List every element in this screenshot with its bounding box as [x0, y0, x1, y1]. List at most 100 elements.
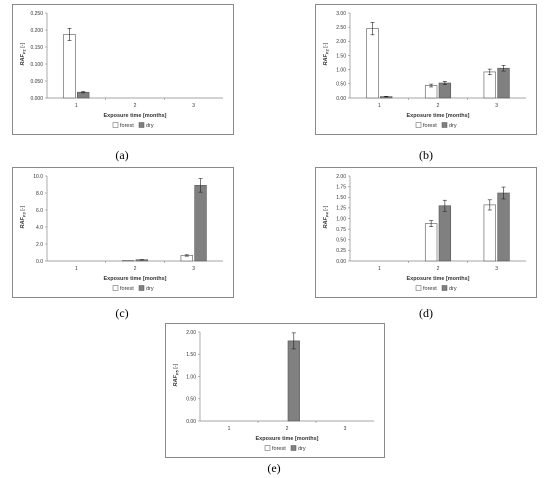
chart-panel-b: 0.00 0.50 1.00 1.50 2.00 2.50 3.00 1 2 3 Exposure … [315, 4, 537, 135]
y-tick-label: 0.100 [30, 62, 43, 68]
y-tick-label: 0.50 [336, 82, 346, 88]
legend-label-forest: forest [423, 123, 437, 129]
panel-caption-b: (b) [419, 148, 433, 162]
legend-swatch-dry [441, 285, 448, 291]
y-axis-label: RAFP1 [-] [20, 42, 27, 65]
chart-svg-e: 0.00 0.50 1.00 1.50 2.00 1 2 3 Exposure time [mo… [173, 330, 374, 452]
y-tick-label: 6.0 [36, 208, 43, 214]
y-axis-label: RAFP3 [-] [20, 205, 27, 228]
y-tick-label: 1.00 [336, 216, 346, 222]
x-tick-label: 2 [286, 426, 289, 432]
chart-panel-d: 0.00 0.25 0.50 0.75 1.00 1.25 1.50 1.75 2.00 1 2 3 E… [315, 167, 537, 298]
y-tick-label: 0.00 [336, 259, 346, 265]
bar-forest-month-3 [483, 204, 496, 262]
panel-caption-a: (a) [115, 148, 129, 162]
y-tick-label: 1.25 [336, 206, 346, 212]
x-tick-label: 2 [437, 103, 440, 109]
y-tick-label: 0.25 [336, 248, 346, 254]
legend-swatch-forest [112, 285, 119, 291]
y-tick-label: 0.75 [336, 227, 346, 233]
x-tick-label: 3 [495, 103, 498, 109]
y-tick-label: 2.00 [336, 39, 346, 45]
legend-swatch-dry [290, 445, 297, 451]
y-tick-label: 8.0 [36, 191, 43, 197]
y-tick-label: 0.50 [336, 238, 346, 244]
bar-dry-month-2 [438, 82, 452, 99]
y-tick-label: 1.00 [336, 67, 346, 73]
x-tick-label: 2 [134, 266, 137, 272]
x-axis-label: Exposure time [months] [104, 276, 167, 282]
y-axis-label: RAFP2 [-] [323, 42, 330, 65]
x-axis-label: Exposure time [months] [256, 436, 319, 442]
y-tick-label: 2.00 [186, 330, 196, 336]
x-tick-label: 2 [134, 103, 137, 109]
x-tick-label: 1 [75, 266, 78, 272]
legend-swatch-dry [441, 122, 448, 128]
y-tick-label: 0.050 [30, 79, 43, 85]
x-axis-label: Exposure time [months] [407, 113, 470, 119]
chart-svg-b: 0.00 0.50 1.00 1.50 2.00 2.50 3.00 1 2 3 Exposure … [323, 11, 526, 129]
chart-svg-c: 0.0 2.0 4.0 6.0 8.0 10.0 1 2 3 Exposure time [mon… [20, 174, 223, 292]
x-tick-label: 2 [437, 266, 440, 272]
legend-label-forest: forest [120, 123, 134, 129]
bar-forest-month-2 [424, 223, 438, 262]
y-tick-label: 3.00 [336, 11, 346, 17]
y-tick-label: 1.50 [336, 195, 346, 201]
x-tick-label: 3 [192, 103, 195, 109]
chart-panel-c: 0.0 2.0 4.0 6.0 8.0 10.0 1 2 3 Exposure time [mon… [12, 167, 234, 298]
panel-caption-e: (e) [267, 461, 281, 475]
y-tick-label: 2.0 [36, 242, 43, 248]
chart-svg-d: 0.00 0.25 0.50 0.75 1.00 1.25 1.50 1.75 2.00 1 2 3 E… [323, 174, 526, 292]
legend-label-dry: dry [449, 123, 457, 129]
legend-swatch-dry [138, 285, 145, 291]
y-tick-label: 0.150 [30, 45, 43, 51]
y-tick-label: 0.0 [36, 259, 43, 265]
legend-label-dry: dry [146, 123, 154, 129]
legend-label-dry: dry [146, 286, 154, 292]
bar-dry-month-3 [497, 192, 510, 262]
bar-forest-month-1 [366, 28, 379, 99]
y-tick-label: 0.200 [30, 28, 43, 34]
panel-caption-d: (d) [419, 306, 433, 320]
bar-dry-month-3 [497, 67, 510, 99]
x-tick-label: 1 [378, 266, 381, 272]
bar-dry-month-3 [194, 185, 207, 262]
x-axis-label: Exposure time [months] [407, 276, 470, 282]
y-tick-label: 2.00 [336, 174, 346, 180]
y-tick-label: 0.00 [336, 96, 346, 102]
panel-caption-c: (c) [115, 306, 129, 320]
x-tick-label: 3 [495, 266, 498, 272]
y-tick-label: 2.50 [336, 25, 346, 31]
x-axis-label: Exposure time [months] [104, 113, 167, 119]
y-tick-label: 0.250 [30, 11, 43, 17]
bar-forest-month-3 [483, 71, 496, 99]
y-tick-label: 4.0 [36, 225, 43, 231]
bar-dry-month-2 [287, 340, 300, 422]
y-tick-label: 1.00 [186, 374, 196, 380]
bar-forest-month-2 [424, 85, 438, 99]
x-tick-label: 1 [228, 426, 231, 432]
legend-swatch-forest [415, 285, 422, 291]
y-tick-label: 1.50 [186, 352, 196, 358]
bar-forest-month-1 [63, 34, 76, 99]
y-tick-label: 10.0 [33, 174, 43, 180]
legend-swatch-forest [264, 445, 271, 451]
y-axis-label: RAFP4 [-] [323, 205, 330, 228]
y-tick-label: 1.75 [336, 184, 346, 190]
y-tick-label: 0.50 [186, 397, 196, 403]
chart-panel-e: 0.00 0.50 1.00 1.50 2.00 1 2 3 Exposure time [mo… [165, 323, 385, 458]
x-tick-label: 3 [344, 426, 347, 432]
chart-svg-a: 0.000 0.050 0.100 0.150 0.200 0.250 1 2 3 Exposur… [20, 11, 223, 129]
y-tick-label: 0.000 [30, 96, 43, 102]
chart-panel-a: 0.000 0.050 0.100 0.150 0.200 0.250 1 2 3 Exposur… [12, 4, 234, 135]
y-axis-label: RAFP5 [-] [173, 363, 180, 386]
x-tick-label: 1 [378, 103, 381, 109]
y-tick-label: 0.00 [186, 419, 196, 425]
x-tick-label: 1 [75, 103, 78, 109]
y-tick-label: 1.50 [336, 53, 346, 59]
legend-label-forest: forest [120, 286, 134, 292]
legend-swatch-forest [415, 122, 422, 128]
legend-label-forest: forest [272, 446, 286, 452]
legend-swatch-dry [138, 122, 145, 128]
bar-dry-month-2 [438, 205, 452, 262]
